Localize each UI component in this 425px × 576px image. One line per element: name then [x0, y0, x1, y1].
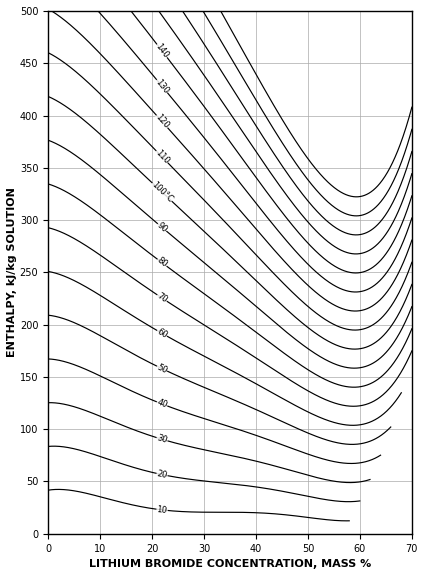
Text: 140: 140	[154, 42, 170, 60]
Text: 130: 130	[153, 77, 170, 95]
Text: 100°C: 100°C	[150, 180, 174, 204]
Text: 110: 110	[153, 148, 171, 166]
Text: 40: 40	[156, 398, 169, 410]
Text: 70: 70	[155, 291, 169, 305]
X-axis label: LITHIUM BROMIDE CONCENTRATION, MASS %: LITHIUM BROMIDE CONCENTRATION, MASS %	[89, 559, 371, 569]
Y-axis label: ENTHALPY, kJ/kg SOLUTION: ENTHALPY, kJ/kg SOLUTION	[7, 187, 17, 357]
Text: 30: 30	[156, 433, 168, 445]
Text: 120: 120	[153, 113, 170, 130]
Text: 10: 10	[156, 505, 168, 515]
Text: 50: 50	[156, 362, 169, 375]
Text: 80: 80	[155, 256, 169, 270]
Text: 20: 20	[156, 469, 168, 480]
Text: 90: 90	[155, 221, 169, 234]
Text: 60: 60	[155, 327, 169, 340]
